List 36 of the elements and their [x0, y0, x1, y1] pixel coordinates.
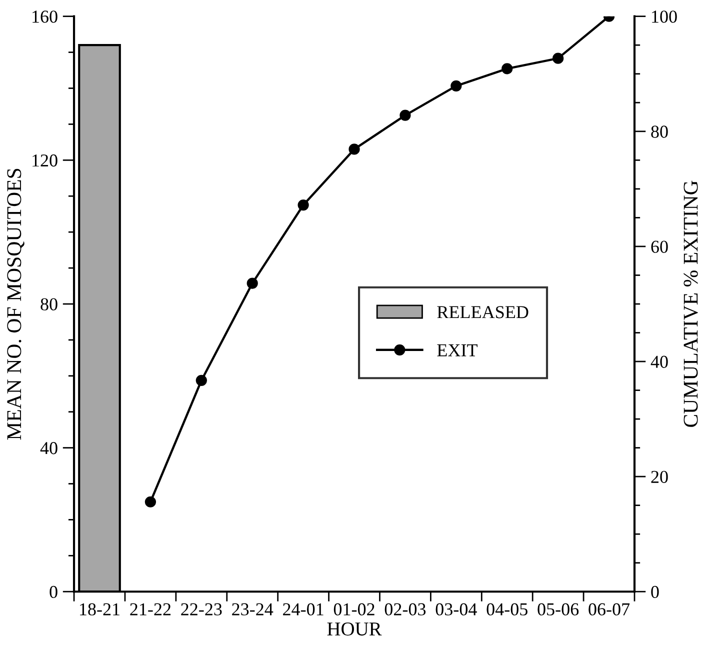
- x-tick-label: 03-04: [436, 603, 477, 616]
- point: [502, 63, 513, 74]
- y-tick-label: 40: [40, 442, 58, 454]
- point: [552, 52, 564, 64]
- point: [450, 80, 462, 92]
- x-axis-title: HOUR: [327, 622, 382, 636]
- x-tick-label: 22-23: [181, 603, 222, 616]
- y-axis-title: MEAN NO. OF MOSQUITOES: [7, 168, 24, 440]
- y2-tick-label: 80: [651, 126, 668, 138]
- y-tick-label: 0: [50, 586, 58, 598]
- y2-tick-label: 100: [652, 10, 677, 23]
- y2-tick-label: 60: [651, 240, 668, 253]
- x-tick-label: 24-01: [283, 603, 324, 616]
- x-tick-label: 02-03: [384, 603, 426, 616]
- y-tick-label: 160: [32, 10, 58, 23]
- point: [144, 496, 156, 508]
- point: [298, 199, 309, 211]
- legend-label: EXIT: [437, 344, 478, 356]
- point: [400, 110, 411, 121]
- legend-label: RELEASED: [437, 306, 528, 318]
- x-tick-label: 01-02: [334, 603, 374, 616]
- x-tick-label: 18-21: [80, 603, 120, 616]
- x-tick-label: 21-22: [130, 603, 171, 616]
- y2-tick-label: 40: [650, 356, 668, 368]
- y2-tick-label: 20: [651, 470, 668, 483]
- x-tick-label: 05-06: [538, 603, 579, 616]
- point: [348, 144, 360, 155]
- y-tick-label: 80: [40, 298, 58, 310]
- point: [196, 374, 207, 386]
- x-tick-label: 04-05: [486, 603, 528, 616]
- point: [246, 278, 258, 289]
- y2-tick-label: 0: [651, 586, 659, 598]
- y2-axis-title: CUMULATIVE % EXITING: [684, 180, 698, 427]
- x-tick-label: 23-24: [232, 603, 274, 616]
- x-tick-label: 06-07: [588, 603, 630, 616]
- y-tick-label: 120: [32, 154, 58, 167]
